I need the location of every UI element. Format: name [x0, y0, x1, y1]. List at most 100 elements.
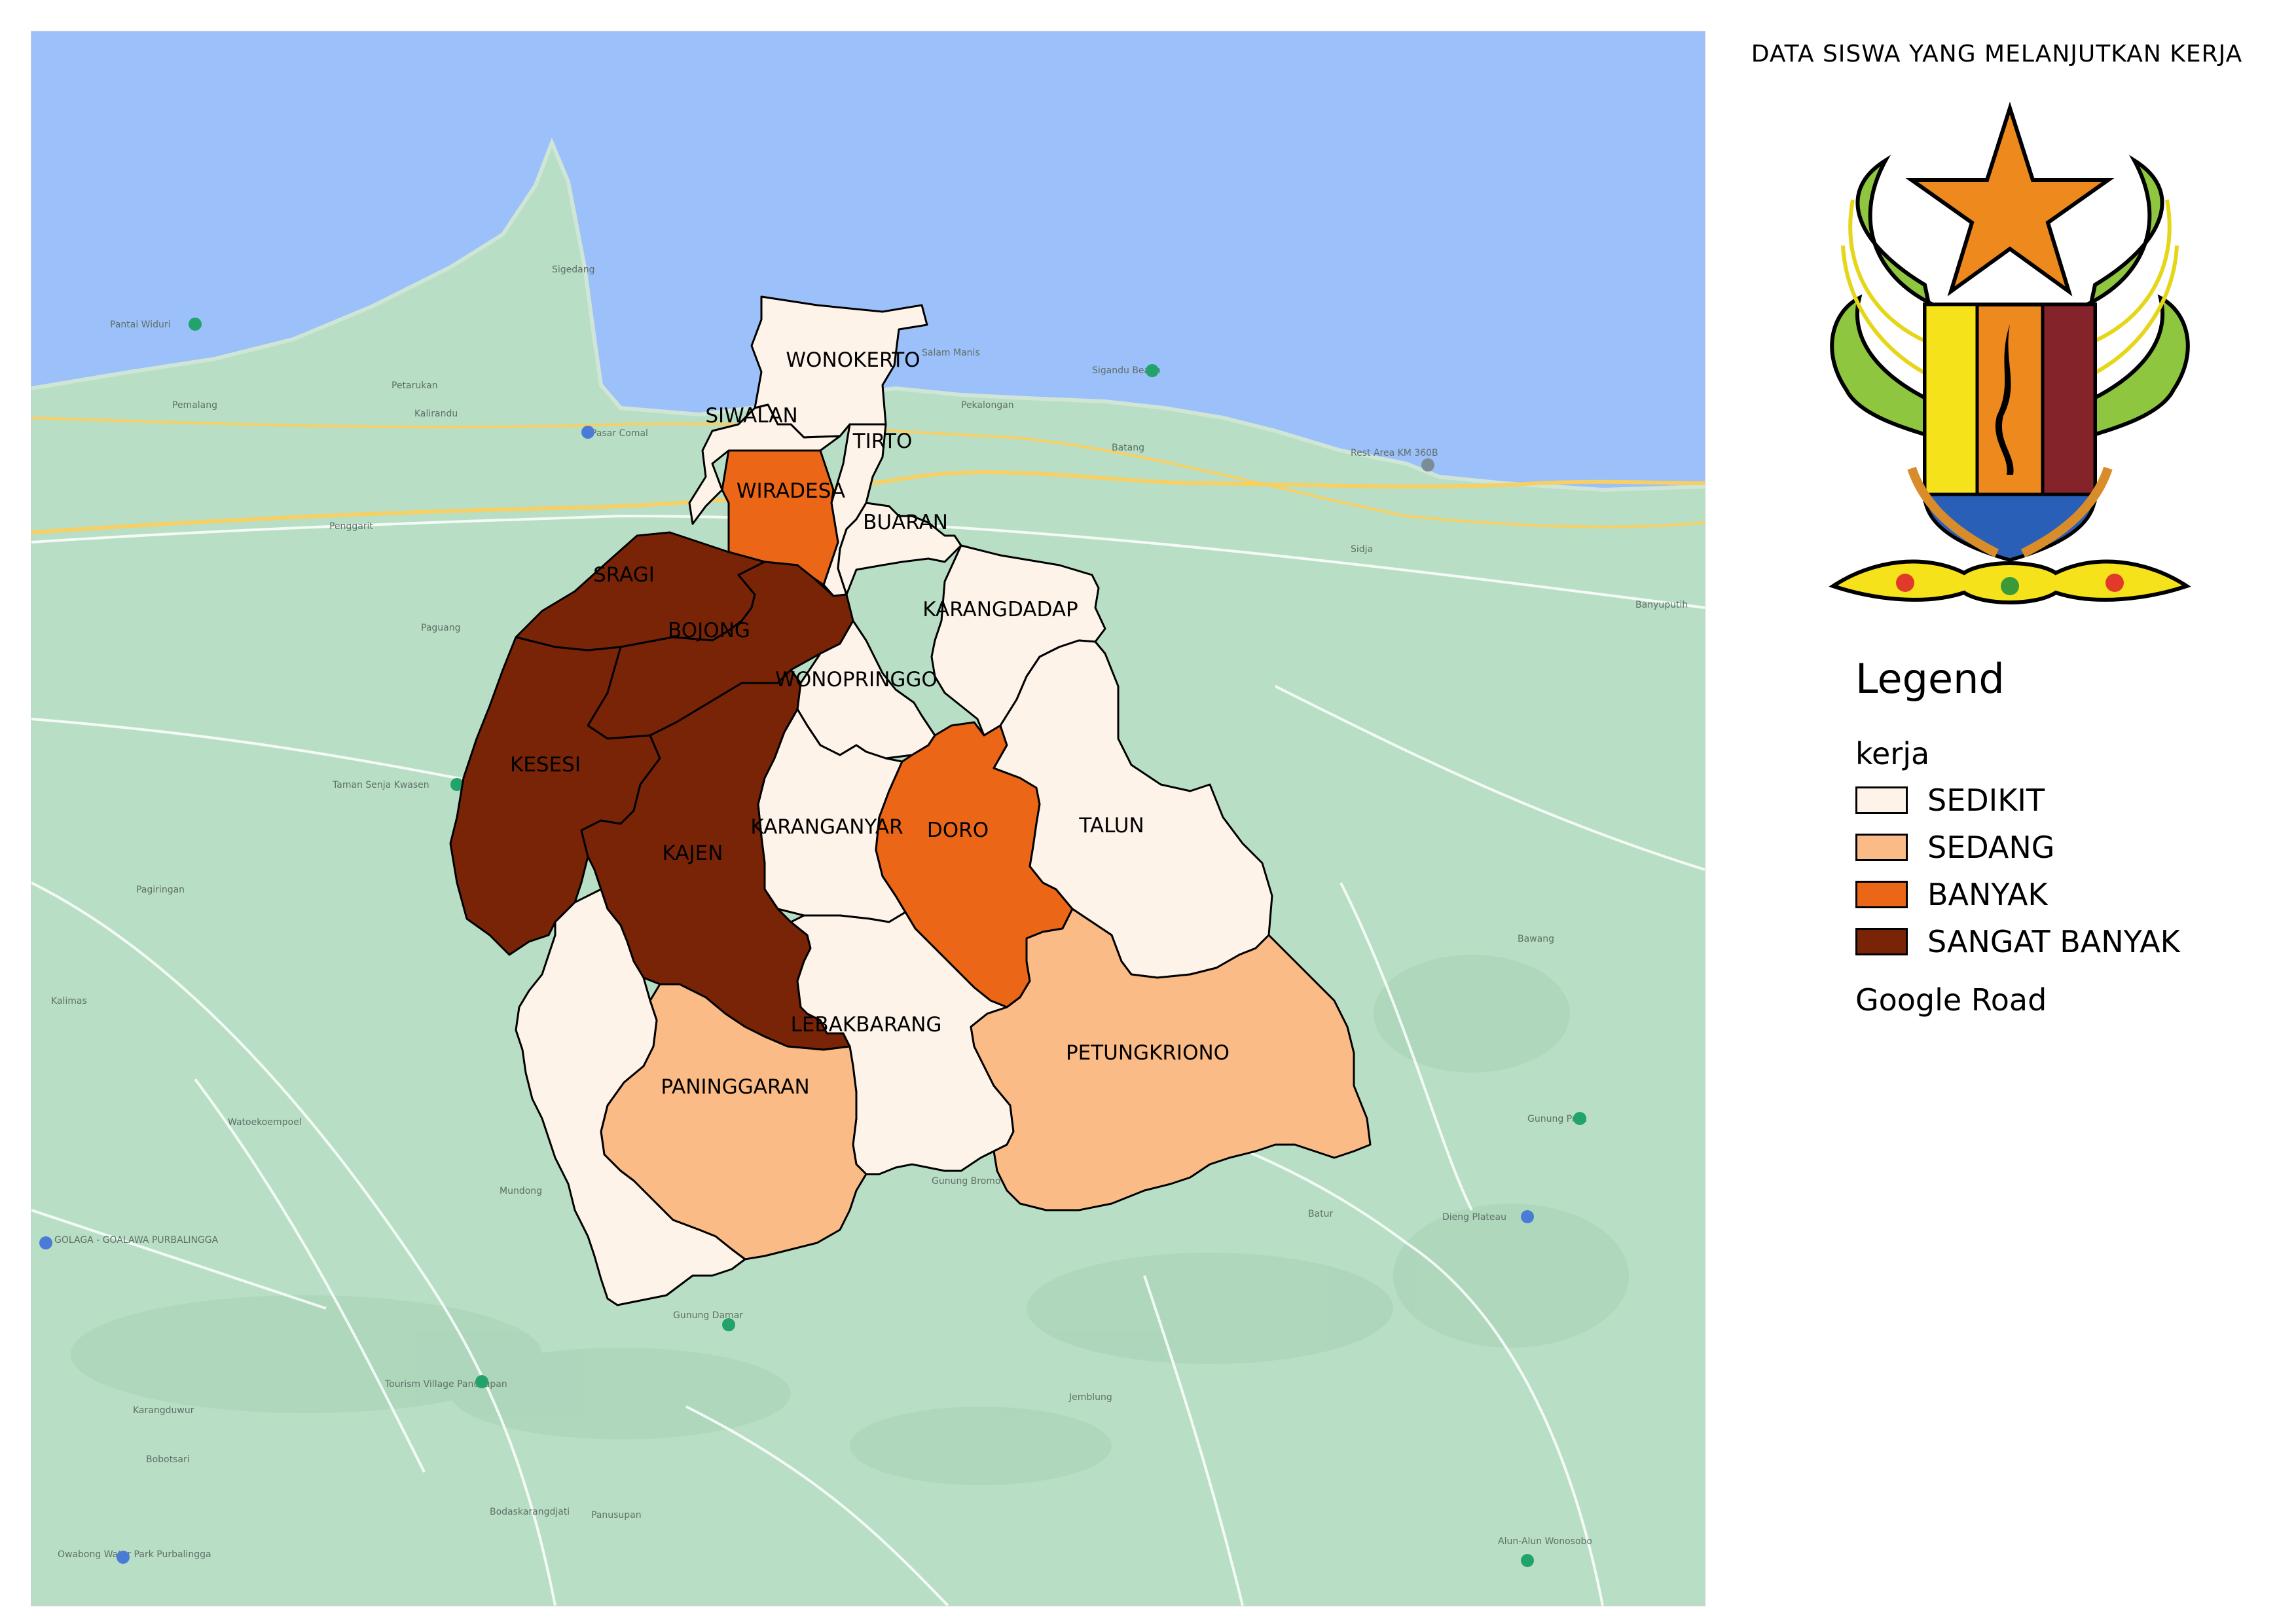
place-label: Pemalang [172, 400, 217, 411]
legend-swatch [1855, 881, 1908, 908]
national-road [31, 416, 1705, 528]
place-label: Pantai Widuri [110, 320, 171, 330]
place-label: Gunung Damar [673, 1310, 743, 1321]
place-label: Gunung Prau [1527, 1114, 1587, 1124]
place-label: Gunung Bromo [932, 1176, 1001, 1187]
region-label-siwalan: SIWALAN [705, 404, 797, 428]
region-kesesi[interactable] [449, 636, 661, 956]
region-label-petungkriono: PETUNGKRIONO [1066, 1041, 1230, 1065]
legend-label: BANYAK [1927, 877, 2048, 912]
place-label: Tourism Village Panusupan [384, 1379, 507, 1390]
region-label-sragi: SRAGI [593, 563, 655, 587]
poi-marker-icon [1421, 458, 1434, 471]
region-label-paninggaran: PANINGGARAN [661, 1075, 809, 1099]
region-label-doro: DORO [927, 819, 989, 842]
poi-marker-icon [1521, 1554, 1534, 1567]
region-label-talun: TALUN [1078, 814, 1144, 838]
place-label: Petarukan [392, 380, 438, 391]
legend-item-sangat-banyak: SANGAT BANYAK [1855, 923, 2180, 960]
emblem-right-wing [2047, 155, 2190, 445]
legend-title: Legend [1855, 655, 2005, 703]
place-label: Bobotsari [146, 1454, 190, 1465]
place-label: Banyuputih [1635, 600, 1688, 610]
road-network [31, 514, 1705, 1606]
regency-emblem-logo [1829, 101, 2191, 604]
place-label: Pagiringan [136, 885, 185, 895]
place-label: Panusupan [591, 1510, 642, 1521]
map-frame[interactable]: Pantai Widuri Pemalang Petarukan Kaliran… [31, 31, 1705, 1606]
legend-item-banyak: BANYAK [1855, 876, 2048, 913]
place-label: Mundong [500, 1186, 542, 1196]
region-label-lebakbarang: LEBAKBARANG [791, 1013, 942, 1037]
place-label: Pekalongan [961, 400, 1014, 411]
place-label: Kalirandu [414, 409, 458, 419]
poi-marker-icon [450, 778, 464, 791]
choropleth-regions[interactable] [449, 295, 1372, 1306]
emblem-keris [1995, 324, 2014, 475]
region-label-buaran: BUARAN [863, 511, 948, 534]
legend-item-sedang: SEDANG [1855, 829, 2054, 866]
region-petungkriono[interactable] [970, 908, 1372, 1211]
place-label: Bawang [1518, 934, 1554, 944]
place-label: Taman Senja Kwasen [332, 780, 429, 790]
place-label: Dieng Plateau [1442, 1212, 1506, 1223]
region-label-wiradesa: WIRADESA [737, 479, 845, 503]
place-label: GOLAGA - GOALAWA PURBALINGGA [54, 1235, 219, 1246]
region-label-wonokerto: WONOKERTO [786, 348, 920, 372]
legend-swatch [1855, 834, 1908, 861]
region-label-bojong: BOJONG [668, 619, 750, 642]
place-label: Watoekoempoel [228, 1117, 302, 1128]
poi-marker-icon [1521, 1210, 1534, 1223]
place-label: Karangduwur [133, 1405, 194, 1416]
place-label: Pasar Comal [591, 428, 648, 439]
region-siwalan[interactable] [688, 403, 841, 525]
legend-label: SEDIKIT [1927, 783, 2045, 818]
place-label: Owabong Water Park Purbalingga [58, 1549, 211, 1560]
terrain-shading [71, 955, 1629, 1485]
place-label: Jemblung [1068, 1392, 1112, 1403]
legend-item-sedikit: SEDIKIT [1855, 782, 2045, 819]
poi-marker-icon [39, 1236, 52, 1249]
emblem-star [1905, 101, 2115, 297]
place-label: Kalimas [51, 996, 87, 1006]
legend-swatch [1855, 928, 1908, 955]
legend-basemap-label: Google Road [1855, 982, 2047, 1018]
toll-road [31, 470, 1705, 534]
basemap-labels: Pantai Widuri Pemalang Petarukan Kaliran… [51, 265, 1688, 1560]
poi-markers [39, 318, 1586, 1567]
legend-group-label: kerja [1855, 736, 1930, 771]
place-label: Sigedang [552, 265, 595, 275]
place-label: Salam Manis [922, 348, 980, 358]
poi-marker-icon [1146, 364, 1159, 377]
place-label: Bodaskarangdjati [490, 1507, 570, 1517]
region-label-wonopringgo: WONOPRINGGO [775, 668, 938, 692]
region-label-tirto: TIRTO [852, 430, 913, 453]
place-label: Penggarit [329, 521, 373, 532]
poi-marker-icon [581, 426, 594, 439]
place-label: Alun-Alun Wonosobo [1498, 1536, 1592, 1547]
place-label: Paguang [421, 623, 461, 633]
poi-marker-icon [189, 318, 202, 331]
region-label-kajen: KAJEN [663, 841, 723, 865]
region-label-karanganyar: KARANGANYAR [750, 815, 903, 839]
place-label: Rest Area KM 360B [1351, 448, 1438, 458]
region-wonokerto[interactable] [750, 295, 928, 439]
region-kandangserang[interactable] [515, 888, 746, 1306]
legend-swatch [1855, 786, 1908, 814]
region-label-karangdadap: KARANGDADAP [922, 598, 1078, 621]
place-label: Batur [1308, 1209, 1334, 1219]
poi-marker-icon [1573, 1112, 1586, 1125]
place-label: Sidja [1351, 544, 1373, 555]
region-label-kesesi: KESESI [510, 753, 581, 777]
poi-marker-icon [475, 1375, 488, 1388]
map-canvas[interactable]: Pantai Widuri Pemalang Petarukan Kaliran… [31, 31, 1705, 1606]
map-title: DATA SISWA YANG MELANJUTKAN KERJA [1751, 41, 2243, 67]
emblem-left-wing [1830, 155, 1973, 445]
poi-marker-icon [117, 1551, 130, 1564]
region-buaran[interactable] [837, 502, 962, 596]
poi-marker-icon [722, 1318, 735, 1331]
legend-label: SANGAT BANYAK [1927, 924, 2180, 959]
coastline [31, 137, 1705, 492]
legend-label: SEDANG [1927, 830, 2055, 865]
place-label: Sigandu Beach [1092, 365, 1161, 376]
